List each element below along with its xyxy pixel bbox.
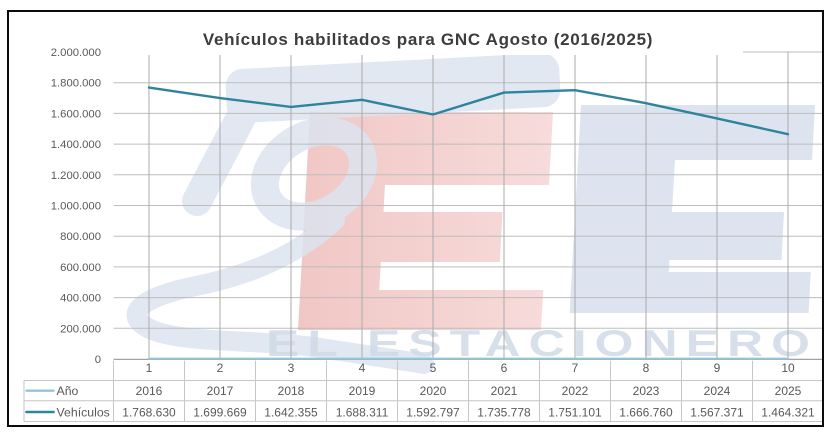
y-axis-label: 1.600.000 — [51, 108, 101, 120]
table-cell: 2017 — [207, 384, 234, 398]
table-cell: 2020 — [420, 384, 447, 398]
x-axis-label: 4 — [359, 361, 366, 375]
table-cell: 1.666.760 — [619, 405, 673, 419]
table-cell: 1.699.669 — [193, 405, 247, 419]
y-axis-labels: 0 200.000 400.000 600.000 800.000 1.000.000 1.… — [51, 47, 101, 366]
legend-label: Año — [57, 384, 79, 398]
legend-label: Vehículos — [57, 405, 110, 419]
nozzle-spout — [182, 91, 262, 216]
x-axis-label: 2 — [217, 361, 224, 375]
table-cell: 1.688.311 — [336, 405, 389, 419]
data-table: Año 2016 2017 2018 2019 2020 2021 2022 2023 2024 2… — [23, 360, 824, 422]
nozzle-handle-guard — [250, 117, 378, 231]
table-cell: 1.567.371 — [690, 405, 744, 419]
table-cell: 1.464.321 — [761, 405, 815, 419]
x-axis-label: 3 — [288, 361, 295, 375]
x-axis-label: 9 — [714, 361, 721, 375]
table-cell: 1.768.630 — [122, 405, 176, 419]
x-axis-label: 1 — [146, 361, 153, 375]
table-cell: 2024 — [704, 384, 731, 398]
x-axis-label: 10 — [781, 361, 795, 375]
table-cell: 2016 — [136, 384, 163, 398]
watermark-nozzle-icon — [126, 53, 561, 374]
title-box — [113, 13, 743, 55]
table-cell: 2021 — [491, 384, 518, 398]
table-cell: 2023 — [633, 384, 660, 398]
table-cell: 2018 — [278, 384, 305, 398]
y-axis-label: 600.000 — [60, 262, 101, 274]
table-cell: 1.642.355 — [264, 405, 318, 419]
x-axis-label: 5 — [430, 361, 437, 375]
y-axis-label: 400.000 — [60, 293, 101, 305]
y-axis-label: 1.800.000 — [51, 78, 101, 90]
x-axis-label: 7 — [572, 361, 579, 375]
table-cell: 2022 — [562, 384, 589, 398]
x-axis-label: 8 — [643, 361, 650, 375]
table-cell: 1.751.101 — [548, 405, 602, 419]
x-axis-label: 6 — [501, 361, 508, 375]
watermark-letter-e-blue — [569, 105, 815, 313]
watermark-text: EL ESTACIONERO — [266, 323, 818, 364]
y-axis-label: 200.000 — [60, 323, 101, 335]
y-axis-label: 1.400.000 — [51, 139, 101, 151]
nozzle-hose — [126, 210, 434, 374]
series-lines — [147, 86, 790, 360]
y-axis-label: 2.000.000 — [51, 47, 101, 59]
table-cell: 2019 — [349, 384, 376, 398]
y-axis-label: 0 — [95, 354, 101, 366]
y-axis-label: 1.000.000 — [51, 201, 101, 213]
vertical-gridlines — [148, 52, 789, 359]
x-axis-labels: 1 2 3 4 5 6 7 8 9 10 — [146, 361, 795, 375]
table-cell: 1.592.797 — [406, 405, 460, 419]
y-axis-label: 1.200.000 — [51, 170, 101, 182]
table-cell: 2025 — [775, 384, 802, 398]
series-line-vehículos — [147, 86, 790, 136]
table-cell: 1.735.778 — [477, 405, 531, 419]
y-axis-label: 800.000 — [60, 231, 101, 243]
chart-title: Vehículos habilitados para GNC Agosto (2… — [203, 30, 653, 49]
